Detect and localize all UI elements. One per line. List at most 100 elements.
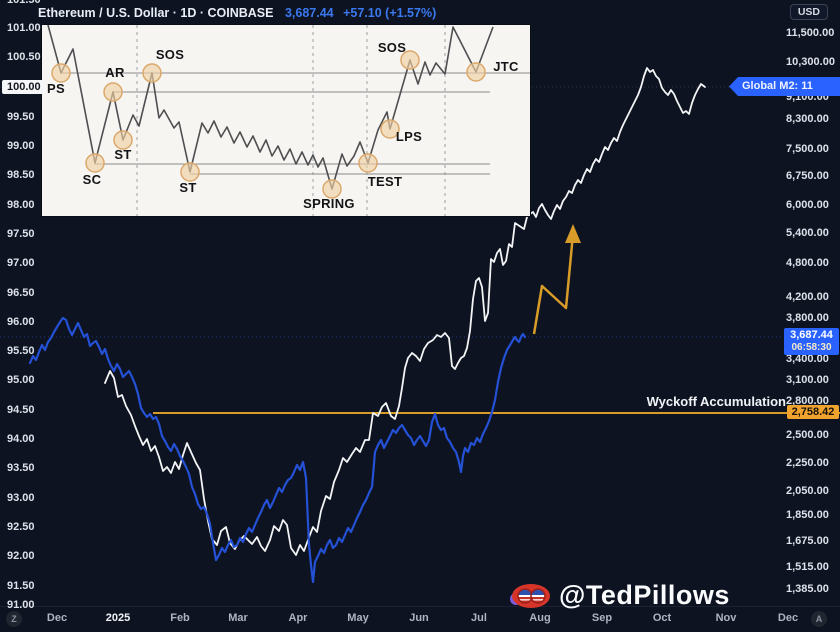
symbol-title[interactable]: Ethereum / U.S. Dollar · 1D · COINBASE [38,6,274,20]
price-axis-tick: 6,000.00 [786,199,829,211]
price-axis-tick: 3,100.00 [786,374,829,386]
price-axis-tick: 94.00 [7,433,35,445]
last-price: 3,687.44 [284,6,334,20]
price-axis-tick: 98.50 [7,169,35,181]
breakout-arrow-head[interactable] [565,224,581,243]
price-axis-tick: 94.50 [7,404,35,416]
schematic-event-label: SOS [156,47,184,62]
price-axis-tick: 2,250.00 [786,457,829,469]
schematic-event-label: SOS [378,40,406,55]
wyckoff-level-price-tag: 2,758.42 [787,405,839,419]
time-axis-label: May [347,612,369,624]
wyckoff-schematic-drawing: PS SC AR ST SOS ST SPRING TEST LPS SOS JTC [47,24,530,216]
price-axis-tick: 11,500.00 [786,27,835,39]
schematic-event-marker [51,63,71,83]
price-axis-tick: 93.50 [7,462,35,474]
price-axis-tick: 98.00 [7,199,35,211]
time-axis-label: Dec [777,612,799,624]
price-axis-tick: 3,400.00 [786,353,829,365]
wyckoff-schematic-inset[interactable]: PS SC AR ST SOS ST SPRING TEST LPS SOS JTC [42,24,530,216]
price-axis-tick: 97.00 [7,257,35,269]
schematic-event-label: JTC [493,59,519,74]
price-axis-tick: 91.50 [7,580,35,592]
price-axis-tick: 1,850.00 [786,509,829,521]
time-axis-label: Apr [288,612,308,624]
schematic-price-path [47,24,494,190]
price-axis-tick: 2,800.00 [786,395,829,407]
current-price-tag: 3,687.44 06:58:30 [784,328,839,355]
price-axis-tick: 96.00 [7,316,35,328]
time-axis-label: Sep [591,612,613,624]
schematic-event-marker [380,119,400,139]
price-axis-tick: 1,515.00 [786,561,829,573]
schematic-event-marker [113,130,133,150]
timezone-button[interactable]: Z [6,611,22,627]
price-axis-tick: 96.50 [7,287,35,299]
left-price-scale[interactable]: 101.50 101.00 100.50 99.50 99.00 98.50 98.00 97… [0,0,46,611]
tedpillows-logo-icon [510,583,550,608]
schematic-event-label: LPS [396,129,422,144]
global-m2-line[interactable] [104,67,706,556]
global-m2-tag: Global M2: 11 [729,77,840,96]
watermark: @TedPillows [509,580,730,611]
price-axis-tick: 97.50 [7,228,35,240]
bar-countdown: 06:58:30 [791,342,832,353]
global-m2-axis-value: 100.00 [2,80,46,94]
wyckoff-accumulation-label: Wyckoff Accumulation [646,394,786,409]
price-axis-tick: 1,675.00 [786,535,829,547]
current-price-value: 3,687.44 [790,329,833,341]
price-axis-tick: 2,500.00 [786,429,829,441]
schematic-event-marker [142,63,162,83]
time-axis-label: Aug [529,612,551,624]
symbol-header: Ethereum / U.S. Dollar · 1D · COINBASE 3… [38,6,436,20]
price-axis-tick: 10,300.00 [786,56,835,68]
price-axis-tick: 3,800.00 [786,312,829,324]
price-axis-tick: 8,300.00 [786,113,829,125]
time-axis-label: Nov [715,612,737,624]
price-axis-tick: 92.00 [7,550,35,562]
price-axis-tick: 2,050.00 [786,485,829,497]
time-axis-label: Jun [409,612,429,624]
price-axis-tick: 1,385.00 [786,583,829,595]
price-axis-tick: 95.50 [7,345,35,357]
time-axis-label: Dec [46,612,68,624]
schematic-event-marker [180,162,200,182]
schematic-event-label: AR [105,65,125,80]
price-axis-tick: 5,400.00 [786,227,829,239]
price-axis-tick: 95.00 [7,374,35,386]
time-scale[interactable]: Dec 2025 Feb Mar Apr May Jun Jul Aug Sep Oct Nov Dec [0,606,840,632]
time-axis-label: Feb [170,612,190,624]
price-axis-tick: 101.50 [7,0,41,6]
schematic-event-label: ST [179,180,196,195]
schematic-event-marker [400,50,420,70]
schematic-event-label: ST [114,147,131,162]
price-axis-tick: 4,200.00 [786,291,829,303]
auto-scale-button[interactable]: A [811,611,827,627]
price-axis-tick: 99.00 [7,140,35,152]
watermark-handle: @TedPillows [559,580,730,610]
time-axis-label: 2025 [105,612,131,624]
price-axis-tick: 99.50 [7,111,35,123]
schematic-event-label: TEST [368,174,402,189]
schematic-event-marker [358,153,378,173]
schematic-event-label: PS [47,81,65,96]
price-axis-tick: 91.00 [7,599,35,611]
price-axis-tick: 4,800.00 [786,257,829,269]
price-change: +57.10 (+1.57%) [343,6,437,20]
time-axis-label: Mar [228,612,248,624]
schematic-event-marker [466,62,486,82]
currency-toggle-button[interactable]: USD [789,4,828,20]
schematic-event-marker [103,82,123,102]
price-axis-tick: 100.50 [7,51,41,63]
schematic-event-label: SPRING [303,196,355,211]
schematic-event-marker [322,179,342,199]
schematic-event-marker [85,153,105,173]
eth-price-line[interactable] [28,316,527,584]
schematic-event-label: SC [83,172,102,187]
time-axis-label: Oct [652,612,672,624]
time-axis-label: Jul [471,612,487,624]
breakout-arrow[interactable] [532,233,575,335]
price-axis-tick: 93.00 [7,492,35,504]
